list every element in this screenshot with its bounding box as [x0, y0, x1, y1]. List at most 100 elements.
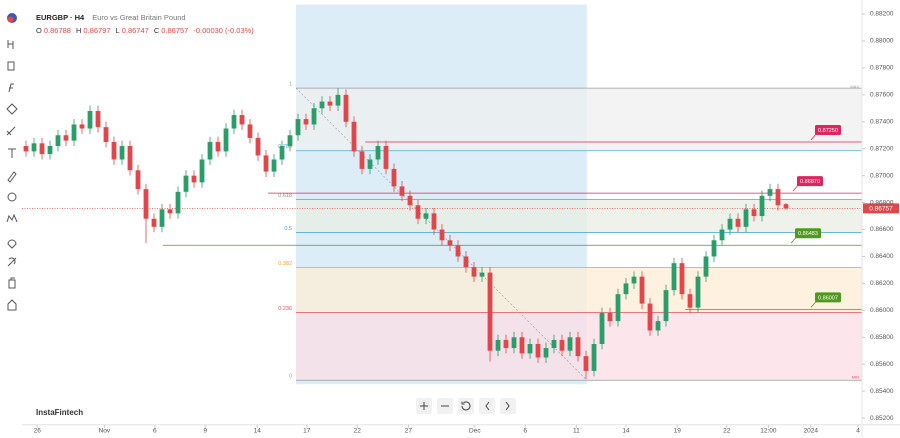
ohlc-key: O [36, 26, 42, 35]
candle-body [319, 101, 325, 109]
tool-icon[interactable] [8, 83, 14, 93]
candle-body [679, 263, 685, 295]
watermark: InstaFintech [36, 408, 84, 417]
tool-icon[interactable] [6, 103, 18, 115]
candle-body [23, 146, 29, 152]
price-change: -0.00030 (-0.03%) [193, 26, 254, 35]
x-tick-label: 26 [34, 428, 42, 435]
candle-body [143, 189, 149, 219]
tool-icon[interactable] [7, 40, 14, 49]
fib-level-label: 0.236 [278, 306, 292, 312]
y-tick-label: 0.87600 [870, 92, 894, 99]
ohlc-key: H [75, 26, 82, 35]
fib-zone [296, 199, 862, 233]
candle-body [127, 146, 133, 171]
current-price-box [863, 203, 899, 214]
zoom-controls [416, 398, 516, 414]
price-line-label: 0.86870 [800, 179, 820, 185]
x-tick-label: Dec [469, 428, 481, 435]
candle-body [687, 294, 693, 308]
fib-level-label: 0.618 [278, 193, 292, 199]
x-tick-label: 19 [674, 428, 682, 435]
tool-icon[interactable] [6, 213, 18, 223]
candle-body [503, 339, 509, 349]
scroll-left-button[interactable] [479, 398, 495, 414]
y-tick-label: 0.88200 [870, 11, 894, 18]
candle-body [695, 276, 701, 308]
toolbar-icons [6, 13, 18, 311]
candle-body [135, 170, 141, 190]
candle-body [671, 263, 677, 291]
price-line-label: 0.86007 [818, 295, 838, 301]
candle-body [359, 151, 365, 169]
price-line-label-box [815, 292, 841, 303]
candle-body [727, 218, 733, 230]
candle-body [703, 256, 709, 277]
y-tick-label: 0.86200 [870, 280, 894, 287]
candle-body [383, 146, 389, 169]
candle-body [63, 135, 69, 141]
candle-body [767, 189, 773, 196]
candle-body [455, 245, 461, 257]
tool-icon[interactable] [7, 257, 17, 267]
ohlc-key: C [153, 26, 160, 35]
tool-icon[interactable] [7, 61, 15, 71]
candle-body [39, 143, 45, 155]
candle-body [775, 189, 781, 206]
tool-icon[interactable] [6, 126, 16, 136]
candle-body [367, 159, 373, 169]
x-tick-label: 9 [203, 428, 207, 435]
price-line-label: 0.87250 [818, 128, 838, 134]
candle-body [47, 146, 53, 155]
candle-body [447, 240, 453, 246]
fib-trend-line [295, 87, 588, 381]
tool-icon[interactable] [7, 239, 17, 249]
candle-body [511, 337, 517, 349]
y-tick-label: 0.86600 [870, 226, 894, 233]
symbol-header: EURGBP · H4 Euro vs Great Britain Pound O… [36, 11, 259, 37]
candle-body [375, 146, 381, 160]
candle-body [167, 209, 173, 214]
x-tick-label: 2024 [804, 428, 819, 435]
tool-icon[interactable] [7, 299, 17, 311]
fib-max-label: MAX [850, 84, 859, 89]
tool-icon[interactable] [8, 277, 16, 289]
tool-icon[interactable] [8, 148, 16, 158]
candle-body [31, 143, 37, 152]
y-tick-label: 0.86400 [870, 253, 894, 260]
price-line-label-box [795, 228, 821, 239]
fib-level-label: 0 [289, 374, 292, 380]
candle-body [231, 115, 237, 129]
candle-body [543, 348, 549, 358]
y-tick-label: 0.85200 [870, 415, 894, 422]
reset-button[interactable] [458, 398, 474, 414]
candle-body [751, 209, 757, 217]
tool-icon[interactable] [7, 192, 17, 202]
candle-body [191, 175, 197, 183]
candle-body [287, 135, 293, 147]
scroll-right-button[interactable] [500, 398, 516, 414]
candle-body [183, 175, 189, 192]
x-tick-label: 14 [254, 428, 262, 435]
candle-body [303, 119, 309, 125]
x-tick-label: 22 [354, 428, 362, 435]
candle-body [151, 218, 157, 227]
ohlc-value: 0.86797 [83, 26, 111, 35]
fib-level-label: 0.786 [278, 144, 292, 150]
candle-body [207, 141, 213, 160]
y-tick-label: 0.88000 [870, 38, 894, 45]
candle-body [431, 213, 437, 230]
candle-body [527, 343, 533, 354]
y-tick-label: 0.85600 [870, 361, 894, 368]
x-tick-label: 4 [856, 428, 860, 435]
candle-body [559, 339, 565, 351]
candle-body [271, 159, 277, 172]
candle-body [711, 240, 717, 257]
tool-icon[interactable] [7, 171, 17, 183]
ohlc-key: L [115, 26, 120, 35]
symbol: EURGBP · H4 [36, 13, 85, 22]
candle-body [567, 337, 573, 351]
candle-body [111, 141, 117, 160]
x-tick-label: 11 [573, 428, 580, 435]
